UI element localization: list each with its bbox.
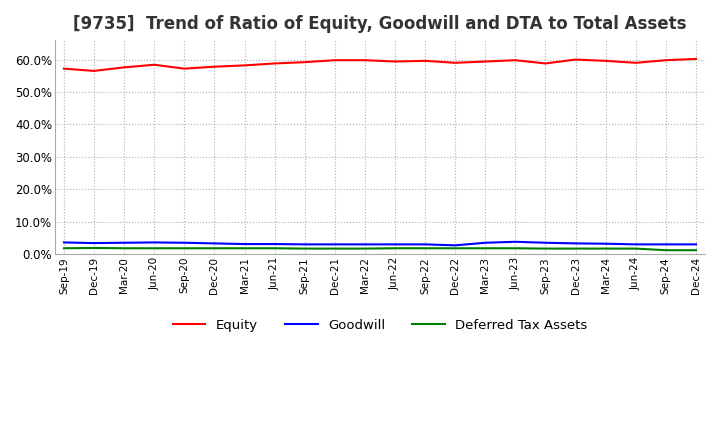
Deferred Tax Assets [481,246,490,251]
Deferred Tax Assets [391,246,400,251]
Equity [330,58,339,63]
Goodwill [571,241,580,246]
Goodwill [300,242,309,247]
Deferred Tax Assets [60,246,68,251]
Deferred Tax Assets [210,246,219,251]
Legend: Equity, Goodwill, Deferred Tax Assets: Equity, Goodwill, Deferred Tax Assets [167,314,593,337]
Deferred Tax Assets [120,246,128,251]
Equity [90,68,99,73]
Goodwill [120,240,128,246]
Equity [571,57,580,62]
Deferred Tax Assets [330,246,339,251]
Equity [210,64,219,70]
Equity [631,60,640,66]
Equity [601,58,610,63]
Deferred Tax Assets [270,246,279,251]
Line: Goodwill: Goodwill [64,242,696,246]
Goodwill [330,242,339,247]
Goodwill [60,240,68,245]
Equity [481,59,490,64]
Equity [541,61,550,66]
Equity [150,62,158,67]
Goodwill [631,242,640,247]
Equity [692,56,701,62]
Equity [120,65,128,70]
Goodwill [481,240,490,246]
Deferred Tax Assets [631,246,640,251]
Deferred Tax Assets [601,246,610,251]
Goodwill [361,242,369,247]
Deferred Tax Assets [150,246,158,251]
Goodwill [420,242,429,247]
Equity [511,58,520,63]
Goodwill [240,242,249,247]
Equity [270,61,279,66]
Equity [240,63,249,68]
Deferred Tax Assets [90,246,99,251]
Goodwill [451,243,459,248]
Deferred Tax Assets [662,248,670,253]
Equity [180,66,189,71]
Equity [420,58,429,63]
Title: [9735]  Trend of Ratio of Equity, Goodwill and DTA to Total Assets: [9735] Trend of Ratio of Equity, Goodwil… [73,15,687,33]
Goodwill [90,240,99,246]
Goodwill [180,240,189,246]
Line: Equity: Equity [64,59,696,71]
Goodwill [150,240,158,245]
Goodwill [511,239,520,245]
Deferred Tax Assets [451,246,459,251]
Goodwill [662,242,670,247]
Deferred Tax Assets [300,246,309,251]
Equity [300,59,309,65]
Equity [451,60,459,66]
Goodwill [692,242,701,247]
Deferred Tax Assets [692,248,701,253]
Goodwill [391,242,400,247]
Deferred Tax Assets [180,246,189,251]
Deferred Tax Assets [571,246,580,251]
Deferred Tax Assets [420,246,429,251]
Equity [60,66,68,71]
Line: Deferred Tax Assets: Deferred Tax Assets [64,248,696,250]
Equity [361,58,369,63]
Deferred Tax Assets [511,246,520,251]
Deferred Tax Assets [240,246,249,251]
Equity [391,59,400,64]
Deferred Tax Assets [361,246,369,251]
Equity [662,58,670,63]
Goodwill [210,241,219,246]
Goodwill [270,242,279,247]
Goodwill [541,240,550,246]
Goodwill [601,241,610,246]
Deferred Tax Assets [541,246,550,251]
